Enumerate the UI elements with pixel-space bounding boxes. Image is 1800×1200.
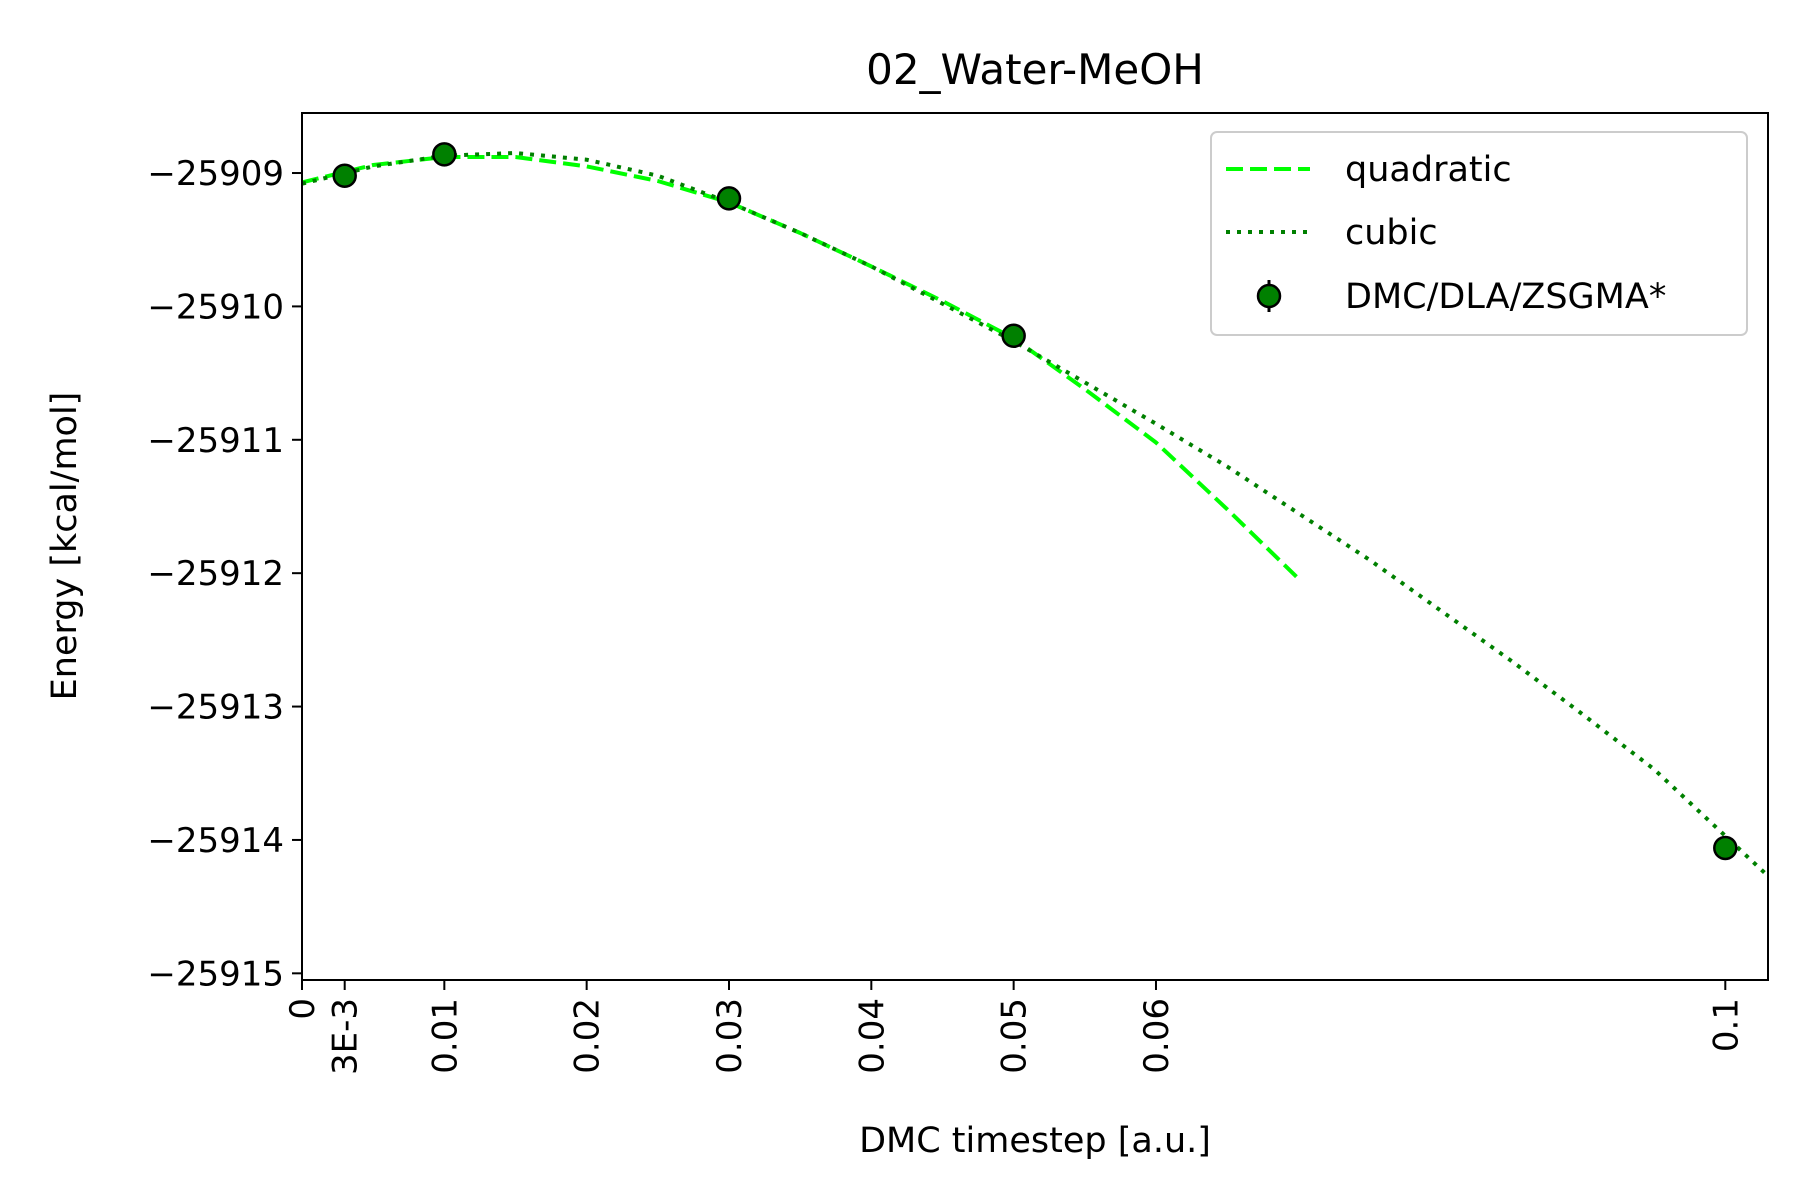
x-tick-label: 0.02 [568, 998, 608, 1074]
y-tick-label: −25911 [147, 421, 284, 461]
series-group [302, 142, 1768, 878]
data-point [1001, 323, 1026, 349]
y-tick-label: −25915 [147, 954, 284, 994]
y-tick-label: −25913 [147, 688, 284, 728]
data-point [716, 186, 742, 211]
x-tick-label: 0.04 [852, 998, 892, 1074]
y-tick-label: −25910 [147, 287, 284, 327]
x-tick-label: 0.1 [1706, 998, 1746, 1052]
x-axis-label: DMC timestep [a.u.] [859, 1121, 1211, 1161]
y-tick-label: −25909 [147, 154, 284, 194]
y-axis-label: Energy [kcal/mol] [45, 392, 85, 701]
legend-box [1210, 131, 1748, 336]
x-tick-label: 0.06 [1137, 998, 1177, 1074]
data-point [1713, 835, 1738, 861]
y-tick-label: −25912 [147, 554, 284, 594]
x-tick-label: 0 [283, 998, 323, 1020]
series-line-quadratic [302, 155, 1300, 580]
legend-label-cubic: cubic [1345, 213, 1438, 253]
data-point [332, 163, 357, 188]
x-tick-label: 0.03 [710, 998, 750, 1074]
legend-label-quadratic: quadratic [1345, 150, 1512, 190]
legend-marker-dmc [1256, 283, 1282, 309]
legend: quadratic cubic DMC/DLA/ZSGMA* [1210, 131, 1748, 336]
chart-title: 02_Water-MeOH [866, 45, 1204, 94]
x-tick-label: 3E-3 [326, 998, 366, 1075]
x-tick-label: 0.05 [995, 998, 1035, 1074]
series-line-cubic [302, 151, 1768, 878]
legend-label-dmc: DMC/DLA/ZSGMA* [1345, 277, 1666, 317]
axes-ticks: 0 3E-3 0.01 0.02 0.03 0.04 0.05 0.06 0.1 −25909 −2… [147, 154, 1746, 1075]
plot-area [302, 142, 1768, 878]
data-point [432, 142, 457, 167]
x-tick-label: 0.01 [425, 998, 465, 1074]
axes-frame [301, 112, 1769, 981]
y-tick-label: −25914 [147, 821, 284, 861]
